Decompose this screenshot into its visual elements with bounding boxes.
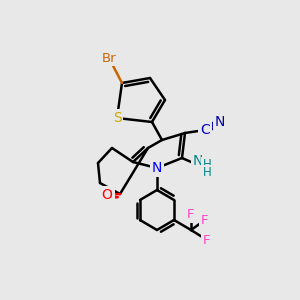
Text: O: O bbox=[102, 188, 112, 202]
Text: N: N bbox=[193, 154, 203, 168]
Text: H: H bbox=[202, 158, 211, 172]
Text: N: N bbox=[152, 161, 162, 175]
Text: H: H bbox=[202, 167, 211, 179]
Text: Br: Br bbox=[102, 52, 116, 64]
Text: S: S bbox=[112, 111, 122, 125]
Text: C: C bbox=[200, 123, 210, 137]
Text: F: F bbox=[201, 214, 209, 226]
Text: F: F bbox=[203, 233, 211, 247]
Text: N: N bbox=[215, 115, 225, 129]
Text: F: F bbox=[187, 208, 195, 221]
